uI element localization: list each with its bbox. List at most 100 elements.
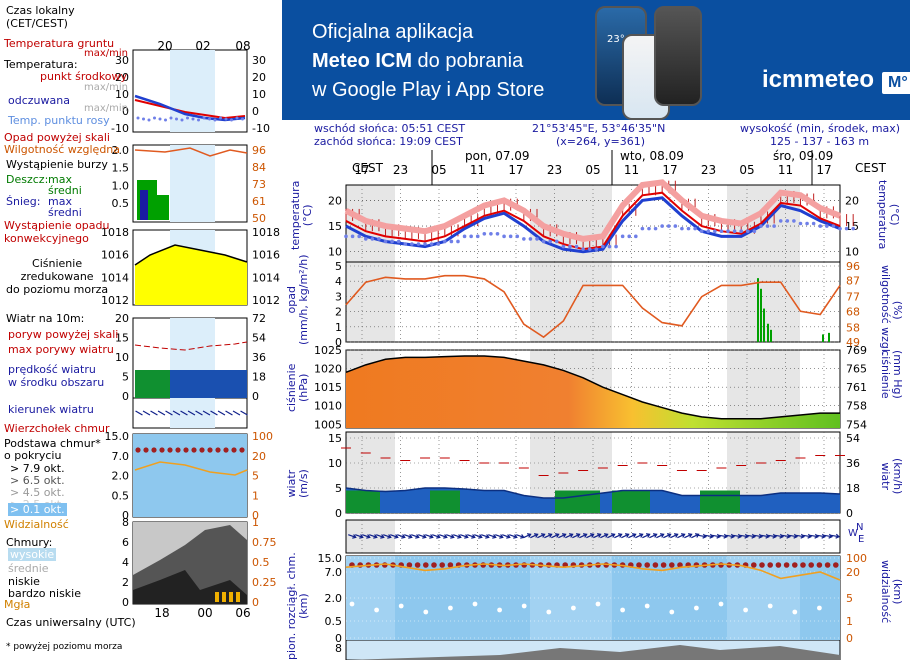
- legend-wind-arrow: [165, 410, 173, 416]
- dew-point: [377, 237, 381, 241]
- wind-arrow: [697, 533, 708, 539]
- legend-dew-dot: [153, 116, 156, 120]
- rain-bar: [767, 323, 769, 342]
- legend-wind-tick-right: 0: [252, 390, 259, 403]
- legend-temp-tick-left: 0: [122, 105, 129, 118]
- app-banner[interactable]: Oficjalna aplikacja Meteo ICM do pobrani…: [282, 0, 910, 120]
- wind-arrow-shaft: [816, 534, 826, 538]
- temp-band: [344, 179, 842, 242]
- legend-cloudtop-dot: [167, 447, 173, 453]
- wind-arrow-shaft: [383, 534, 391, 538]
- legend-precip-over: Opad powyżej skali: [4, 131, 110, 144]
- wind-arrow-shaft: [718, 534, 728, 538]
- cloud-base-dot: [546, 609, 552, 615]
- hour-label: 23: [547, 163, 562, 177]
- legend-wind-arrow: [232, 410, 241, 416]
- legend-wind-tick-left: 5: [122, 371, 129, 384]
- wind-arrow-shaft: [725, 534, 735, 538]
- legend-utc: Czas uniwersalny (UTC): [6, 616, 136, 629]
- wind-arrow-head: [680, 533, 686, 538]
- legend-prec-tick-right: 61: [252, 195, 266, 208]
- wind-arrow: [732, 533, 743, 539]
- main-clouds-strip: [346, 645, 840, 660]
- wind-arrow: [642, 533, 651, 539]
- legend-dew-dot: [158, 117, 162, 121]
- wind-arrow-shaft: [376, 534, 384, 538]
- wind-arrow-shaft: [621, 533, 629, 539]
- dew-point: [594, 247, 599, 251]
- wind-arrow-shaft: [670, 533, 678, 539]
- wind-arrow-head: [694, 533, 700, 538]
- legend-temp-tick-right: 10: [252, 88, 266, 101]
- legend-wind-arrow-shaft: [150, 410, 158, 416]
- dew-point: [844, 226, 849, 231]
- legend-fog-bar: [236, 592, 240, 602]
- wind-arrow: [816, 533, 827, 539]
- wind-arrow-head: [359, 534, 364, 539]
- legend-cb-tick-left: 15.0: [105, 430, 130, 443]
- legend-wind-arrow: [135, 410, 143, 416]
- legend-pressure: Ciśnienie zredukowane do poziomu morza: [6, 257, 109, 296]
- wind-arrow-shaft: [530, 533, 538, 539]
- cloud-base-dot: [595, 601, 601, 607]
- coords-info: 21°53'45"E, 53°46'35"N: [532, 122, 666, 135]
- legend-temp-tick-left: 20: [115, 71, 129, 84]
- wind-arrow-shaft: [628, 533, 636, 539]
- dew-point: [403, 242, 408, 246]
- rain-bar: [822, 334, 824, 342]
- rain-bar: [763, 308, 765, 342]
- wind-arrow-head: [744, 533, 750, 539]
- legend-rain-avg: średni: [48, 184, 82, 197]
- cloud-base-dot: [694, 605, 699, 611]
- legend-okt-4: > 0.1 okt.: [8, 503, 67, 516]
- wind-arrow-shaft: [474, 534, 482, 538]
- legend-cloudtop-dot: [223, 447, 229, 453]
- wind-arrow-head: [730, 533, 736, 539]
- wind-arrow-shaft: [369, 534, 377, 538]
- legend-cl-tick-left: 6: [122, 536, 129, 549]
- hour-label: 17: [662, 163, 677, 177]
- height-values: 125 - 137 - 163 m: [770, 135, 870, 148]
- wind-arrow: [684, 533, 693, 539]
- legend-wind-tick-right: 36: [252, 351, 266, 364]
- night-shade: [727, 350, 800, 428]
- legend-wind-arrow-shaft: [165, 410, 173, 416]
- wind-arrow: [404, 534, 413, 539]
- wind-arrow-head: [758, 533, 764, 539]
- wind-arrow: [516, 534, 525, 539]
- legend-cb-tick-right: 5: [252, 470, 259, 483]
- legend-okt-1: > 6.5 okt.: [10, 474, 65, 487]
- legend-temp-tick-right: 30: [252, 54, 266, 67]
- cloud-base-dot: [767, 603, 773, 609]
- dew-point: [436, 242, 441, 246]
- wind-arrow: [551, 533, 560, 539]
- wind-arrow-shaft: [362, 534, 370, 538]
- legend-cb-tick-left: 0: [122, 509, 129, 522]
- legend-wind-arrow-shaft: [180, 410, 188, 416]
- label-temp-right: (°C) temperatura: [876, 180, 901, 250]
- wind-arrow-shaft: [809, 534, 819, 538]
- wind-tick-right: 0: [846, 507, 853, 520]
- legend-wind-arrow-shaft: [195, 410, 203, 416]
- wind-arrow: [823, 533, 834, 539]
- hour-label: 23: [701, 163, 716, 177]
- wind-arrow-head: [779, 533, 785, 539]
- legend-night-shade: [170, 145, 215, 222]
- wind-tick-left: 10: [328, 457, 342, 470]
- cloud-base-dot: [374, 607, 379, 613]
- legend-cb-tick-right: 1: [252, 489, 259, 502]
- wind-arrow-head: [443, 534, 448, 539]
- wind-arrow: [635, 533, 644, 539]
- dew-point: [811, 221, 816, 226]
- legend-wind-speed: prędkość wiatru w środku obszaru: [8, 363, 105, 389]
- wind-arrow-head: [485, 534, 490, 539]
- rain-bar: [760, 288, 762, 342]
- night-shade: [530, 262, 612, 342]
- prec-tick-left: 2: [335, 306, 342, 319]
- legend-local-hour: 08: [235, 39, 250, 53]
- legend-dew-dot: [186, 116, 189, 120]
- legend-pres-tick-right: 1018: [252, 226, 280, 239]
- wind-arrow-head: [499, 534, 504, 539]
- wind-arrow: [607, 533, 616, 539]
- wind-arrow-shaft: [774, 534, 784, 538]
